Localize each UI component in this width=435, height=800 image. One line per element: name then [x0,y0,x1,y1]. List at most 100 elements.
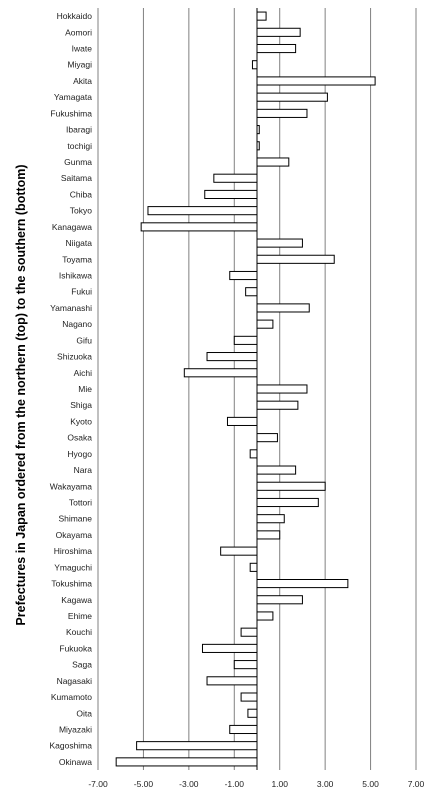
bar-hokkaido [256,11,267,21]
category-label: Kouchi [66,627,92,637]
x-tick-label: 1.00 [271,779,288,789]
category-label: Kumamoto [51,692,92,702]
bar-shiga [256,400,299,410]
bar-saitama [213,173,258,183]
category-label: Shimane [58,514,92,524]
bar-toyama [256,254,335,264]
bar-oita [247,708,258,718]
category-label: Nara [74,465,93,475]
category-label: Yamagata [54,92,92,102]
bar-aomori [256,27,301,37]
category-label: Fukushima [50,108,92,118]
bar-mie [256,384,308,394]
category-label: Wakayama [50,481,92,491]
category-label: Toyama [62,254,92,264]
category-label: Kyoto [70,416,92,426]
category-label: Chiba [70,189,92,199]
category-label: Tokushima [51,579,92,589]
bar-fukushima [256,108,308,118]
category-label: Saga [72,660,92,670]
category-label: Kagawa [61,595,92,605]
bar-kumamoto [240,692,258,702]
bar-niigata [256,238,303,248]
bar-nagasaki [206,676,258,686]
bar-ehime [256,611,274,621]
bar-yamanashi [256,303,310,313]
category-label: Iwate [72,44,93,54]
bar-ishikawa [229,270,258,281]
category-labels: Hokkaido Aomori Iwate Miyagi Akita Yamagata Fu… [49,11,92,767]
bar-nagano [256,319,274,329]
bar-fukui [245,287,258,297]
category-label: Mie [78,384,92,394]
category-label: Aichi [74,368,93,378]
x-tick-label: -7.00 [88,779,108,789]
bar-kyoto [226,416,258,426]
category-label: Oita [76,708,92,718]
bar-okinawa [115,757,258,767]
category-label: Fukuoka [59,643,92,653]
category-label: Yamanashi [50,303,92,313]
bar-miyagi [251,60,258,70]
category-label: Ehime [68,611,92,621]
category-label: Gifu [76,335,92,345]
bar-yamagata [256,92,328,102]
bar-shizuoka [206,352,258,362]
bar-kanagawa [140,222,258,232]
bar-tokyo [147,206,258,216]
category-label: Osaka [67,433,92,443]
x-tick-label: -1.00 [225,779,245,789]
category-label: Ibaragi [66,125,92,135]
category-label: Saitama [61,173,92,183]
bar-kagawa [256,595,303,605]
bar-kagoshima [136,741,258,751]
category-label: Shiga [70,400,92,410]
bar-gifu [233,335,258,345]
bar-saga [233,660,258,670]
category-label: Ymaguchi [54,562,92,572]
category-label: Tottori [69,497,92,507]
category-label: Shizuoka [57,352,92,362]
category-label: Fukui [71,287,92,297]
category-label: Niigata [66,238,93,248]
bar-ymaguchi [249,562,258,572]
bar-chiba [204,189,258,199]
bar-miyazaki [229,724,258,735]
x-tick-label: -3.00 [179,779,199,789]
x-tick-label: 3.00 [317,779,334,789]
bar-shimane [256,514,285,524]
bar-fukuoka [201,643,258,653]
bar-iwate [256,43,297,54]
category-label: Nagano [62,319,92,329]
category-label: Kanagawa [52,222,92,232]
bar-gunma [256,157,290,167]
bar-hiroshima [220,546,258,556]
category-label: Gunma [64,157,92,167]
bar-wakayama [256,481,326,491]
bar-ibaragi [256,125,260,135]
x-tick-label: -5.00 [134,779,154,789]
bar-kouchi [240,627,258,637]
category-label: tochigi [67,141,92,151]
bar-osaka [256,433,278,443]
category-label: Aomori [65,27,92,37]
bar-akita [256,76,376,86]
bar-tottori [256,497,319,508]
bar-tokushima [256,579,349,589]
bar-hyogo [249,449,258,459]
category-label: Miyagi [67,60,92,70]
category-label: Miyazaki [59,724,92,734]
y-axis-title: Prefectures in Japan ordered from the no… [14,164,28,625]
category-label: Akita [73,76,92,86]
category-label: Nagasaki [57,676,93,686]
category-label: Hokkaido [57,11,93,21]
category-label: Okayama [56,530,93,540]
category-label: Hiroshima [54,546,93,556]
x-tick-label: 5.00 [362,779,379,789]
bar-aichi [183,368,258,378]
bars [115,11,376,767]
category-label: Ishikawa [59,271,92,281]
category-label: Hyogo [67,449,92,459]
